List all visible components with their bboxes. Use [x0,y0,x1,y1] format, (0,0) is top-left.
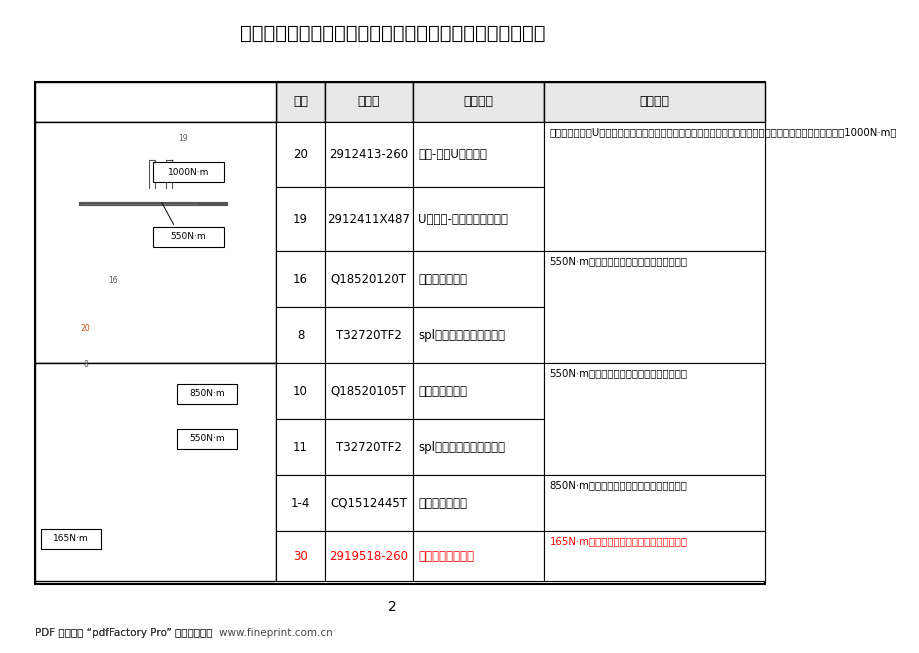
Bar [543,475,765,531]
Bar [412,82,543,123]
Bar [276,419,324,475]
Bar [543,531,765,581]
Bar [412,187,543,251]
Bar [412,363,543,419]
Bar [276,475,324,531]
Text: 螺母-紧固U形螺栓用: 螺母-紧固U形螺栓用 [417,148,486,161]
Text: PDF 文件使用 “pdfFactory Pro” 试用版本创建: PDF 文件使用 “pdfFactory Pro” 试用版本创建 [35,628,219,638]
FancyBboxPatch shape [153,227,223,247]
Text: 装配后钢板弹簧U形螺栓螺母时，按照顺序多次逐渐均匀扭紧，螺栓螺纹及滑转摩擦面涂齿轮油，扭紧力矩为1000N·m。: 装配后钢板弹簧U形螺栓螺母时，按照顺序多次逐渐均匀扭紧，螺栓螺纹及滑转摩擦面涂齿… [549,127,896,138]
Bar [412,123,543,187]
Text: 1-4: 1-4 [290,497,310,510]
Text: 2: 2 [388,600,396,614]
Bar [543,363,765,475]
Text: 8: 8 [297,328,304,342]
Text: 20: 20 [81,325,90,333]
Bar [276,82,324,123]
Bar [276,308,324,363]
Bar [412,308,543,363]
Text: 11: 11 [293,441,308,454]
Text: spl六角小法兰面防松螺母: spl六角小法兰面防松螺母 [417,441,505,454]
Text: 19: 19 [293,213,308,225]
Text: Q18520105T: Q18520105T [331,385,406,398]
Text: 19: 19 [177,134,187,143]
Text: 扭紧力矩: 扭紧力矩 [639,95,669,108]
Text: 850N·m（螺栓螺纹及滑转摩擦面涂齿轮油）: 850N·m（螺栓螺纹及滑转摩擦面涂齿轮油） [549,481,686,490]
Bar [324,251,412,308]
Text: U形螺栓-紧固后钢板弹簧用: U形螺栓-紧固后钢板弹簧用 [417,213,507,225]
Text: PDF 文件使用 “pdfFactory Pro” 试用版本创建  www.fineprint.com.cn: PDF 文件使用 “pdfFactory Pro” 试用版本创建 www.fin… [35,628,333,638]
Text: 30: 30 [293,550,308,563]
Bar [324,531,412,581]
Bar [35,363,276,581]
Bar [412,419,543,475]
Text: 2919518-260: 2919518-260 [329,550,408,563]
Text: 20: 20 [293,148,308,161]
Text: 1000N·m: 1000N·m [168,168,209,177]
Text: 10: 10 [293,385,308,398]
Bar [324,363,412,419]
Text: 零件号: 零件号 [357,95,380,108]
Text: 550N·m（螺栓螺纹及滑转摩擦面涂齿轮油）: 550N·m（螺栓螺纹及滑转摩擦面涂齿轮油） [549,257,686,266]
Text: spl六角小法兰面防松螺母: spl六角小法兰面防松螺母 [417,328,505,342]
Text: 165N·m: 165N·m [53,534,88,543]
FancyBboxPatch shape [153,163,223,182]
Bar [35,123,276,363]
Bar [324,308,412,363]
Bar [412,251,543,308]
Bar [543,82,765,123]
Text: 550N·m: 550N·m [171,232,206,242]
Text: CQ1512445T: CQ1512445T [330,497,407,510]
Bar [324,123,412,187]
Text: Q18520120T: Q18520120T [331,273,406,286]
Text: 550N·m（螺栓螺纹及滑转摩擦面涂齿轮油）: 550N·m（螺栓螺纹及滑转摩擦面涂齿轮油） [549,368,686,378]
FancyBboxPatch shape [176,384,237,404]
Bar [276,531,324,581]
Text: 850N·m: 850N·m [188,389,224,398]
Bar [276,363,324,419]
Text: 8: 8 [84,360,88,369]
Text: 16: 16 [108,276,118,285]
Bar [324,187,412,251]
Text: 部位: 部位 [293,95,308,108]
Text: T32720TF2: T32720TF2 [335,441,402,454]
Bar [35,82,765,584]
Bar [543,123,765,251]
FancyBboxPatch shape [176,429,237,449]
Text: 零件名称: 零件名称 [463,95,493,108]
Text: 2912411X487: 2912411X487 [327,213,410,225]
Bar [324,419,412,475]
Bar [543,251,765,363]
FancyBboxPatch shape [40,529,101,549]
Text: 165N·m（螺栓螺纹及滑转摩擦面涂齿轮油）: 165N·m（螺栓螺纹及滑转摩擦面涂齿轮油） [549,536,686,547]
Bar [412,475,543,531]
Text: 内六角圆柱头螺钉: 内六角圆柱头螺钉 [417,550,473,563]
Bar [276,187,324,251]
Text: 六角头导颈螺栓: 六角头导颈螺栓 [417,497,467,510]
Text: 550N·m: 550N·m [188,434,224,443]
Text: 六角头凸缘螺栓: 六角头凸缘螺栓 [417,385,467,398]
Bar [276,123,324,187]
Bar [324,82,412,123]
Text: 六角头凸缘螺栓: 六角头凸缘螺栓 [417,273,467,286]
Text: 2912413-260: 2912413-260 [329,148,408,161]
Text: 16: 16 [293,273,308,286]
Text: T32720TF2: T32720TF2 [335,328,402,342]
Text: 二、平衡悬架关键部件连接螺栓、螺母的装配要求（表一）: 二、平衡悬架关键部件连接螺栓、螺母的装配要求（表一） [240,24,545,42]
Bar [276,251,324,308]
Bar [324,475,412,531]
Bar [412,531,543,581]
Bar [35,82,276,123]
